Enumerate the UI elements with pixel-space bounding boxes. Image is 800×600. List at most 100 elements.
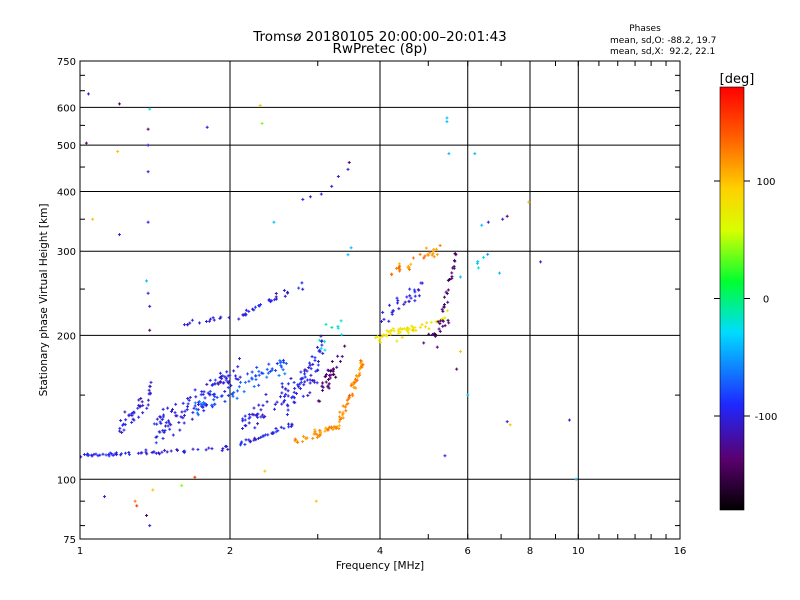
- echo-point: [141, 411, 145, 415]
- echo-point: [505, 420, 509, 424]
- echo-point: [317, 434, 321, 438]
- echo-point: [310, 355, 314, 359]
- echo-point: [335, 365, 339, 369]
- echo-point: [161, 436, 165, 440]
- echo-point: [341, 410, 345, 414]
- echo-point: [187, 398, 191, 402]
- echo-point: [86, 92, 90, 96]
- echo-point: [452, 264, 456, 268]
- echo-point: [258, 304, 262, 308]
- echo-point: [420, 323, 424, 327]
- echo-point: [357, 374, 361, 378]
- echo-point: [313, 356, 317, 360]
- echo-point: [321, 388, 325, 392]
- echo-point: [387, 303, 391, 307]
- echo-point: [317, 349, 321, 353]
- echo-point: [442, 295, 446, 299]
- echo-point: [284, 392, 288, 396]
- echo-point: [208, 389, 212, 393]
- echo-point: [427, 327, 431, 331]
- echo-point: [280, 385, 284, 389]
- echo-point: [407, 327, 411, 331]
- echo-point: [447, 321, 451, 325]
- y-tick-label: 400: [57, 187, 76, 198]
- echo-point: [145, 406, 149, 410]
- echo-point: [446, 288, 450, 292]
- echo-point: [413, 325, 417, 329]
- echo-point: [292, 390, 296, 394]
- echo-point: [120, 430, 124, 434]
- echo-point: [353, 380, 357, 384]
- echo-point: [226, 447, 230, 451]
- echo-point: [146, 291, 150, 295]
- echo-point: [446, 309, 450, 313]
- echo-point: [331, 367, 335, 371]
- echo-point: [148, 304, 152, 308]
- echo-point: [196, 413, 200, 417]
- echo-point: [175, 414, 179, 418]
- echo-point: [486, 220, 490, 224]
- echo-point: [223, 389, 227, 393]
- echo-point: [263, 469, 267, 473]
- echo-point: [244, 438, 248, 442]
- echo-point: [402, 302, 406, 306]
- echo-point: [158, 430, 162, 434]
- chart-title: Tromsø 20180105 20:00:00–20:01:43: [252, 29, 507, 45]
- echo-point: [392, 329, 396, 333]
- echo-point: [243, 380, 247, 384]
- echo-point: [234, 377, 238, 381]
- echo-point: [260, 371, 264, 375]
- echo-point: [152, 422, 156, 426]
- echo-point: [413, 299, 417, 303]
- echo-point: [482, 255, 486, 259]
- echo-point: [137, 403, 141, 407]
- echo-point: [309, 373, 313, 377]
- echo-point: [221, 374, 225, 378]
- echo-point: [250, 370, 254, 374]
- echo-point: [416, 288, 420, 292]
- echo-point: [146, 398, 150, 402]
- echo-point: [344, 409, 348, 413]
- echo-point: [347, 395, 351, 399]
- echo-point: [236, 377, 240, 381]
- echo-point: [284, 387, 288, 391]
- echo-point: [422, 256, 426, 260]
- echo-point: [328, 376, 332, 380]
- echo-point: [238, 375, 242, 379]
- echo-point: [115, 453, 119, 457]
- echo-point: [397, 307, 401, 311]
- echo-point: [422, 341, 426, 345]
- echo-point: [312, 432, 316, 436]
- echo-point: [219, 315, 223, 319]
- echo-point: [266, 371, 270, 375]
- echo-point: [567, 418, 571, 422]
- echo-point: [432, 255, 436, 259]
- echo-point: [330, 184, 334, 188]
- echo-point: [257, 373, 261, 377]
- echo-point: [441, 319, 445, 323]
- echo-point: [180, 410, 184, 414]
- echo-point: [360, 365, 364, 369]
- echo-point: [210, 447, 214, 451]
- echo-point: [255, 365, 259, 369]
- echo-point: [413, 290, 417, 294]
- echo-point: [307, 366, 311, 370]
- echo-point: [148, 107, 152, 111]
- echo-point: [282, 288, 286, 292]
- echo-point: [110, 452, 114, 456]
- echo-point: [390, 272, 394, 276]
- echo-point: [308, 381, 312, 385]
- echo-point: [430, 253, 434, 257]
- echo-point: [299, 370, 303, 374]
- echo-point: [238, 443, 242, 447]
- echo-point: [277, 373, 281, 377]
- x-tick-label: 10: [572, 546, 585, 557]
- echo-point: [193, 401, 197, 405]
- echo-point: [293, 386, 297, 390]
- echo-point: [224, 378, 228, 382]
- echo-point: [220, 394, 224, 398]
- echo-point: [396, 299, 400, 303]
- echo-point: [450, 271, 454, 275]
- echo-point: [203, 396, 207, 400]
- echo-point: [315, 436, 319, 440]
